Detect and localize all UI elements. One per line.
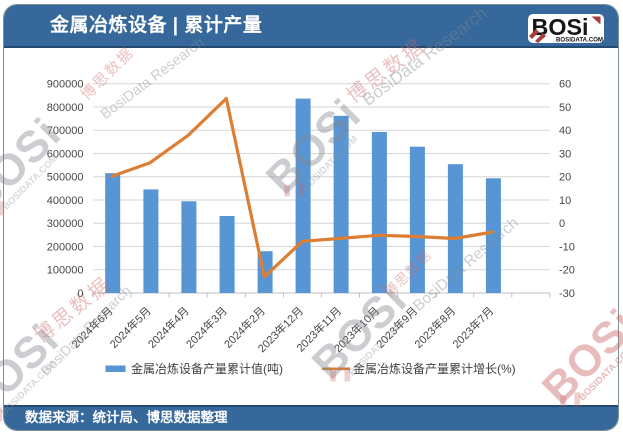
svg-text:600000: 600000 [47,148,84,160]
svg-text:20: 20 [559,172,571,184]
svg-text:2023年7月: 2023年7月 [449,304,496,351]
svg-text:400000: 400000 [47,195,84,207]
svg-text:-10: -10 [559,241,575,253]
svg-text:金属冶炼设备产量累计值(吨): 金属冶炼设备产量累计值(吨) [131,361,283,376]
svg-text:500000: 500000 [47,172,84,184]
svg-text:金属冶炼设备产量累计增长(%): 金属冶炼设备产量累计增长(%) [353,361,516,376]
svg-text:-30: -30 [559,288,575,300]
svg-text:60: 60 [559,79,571,91]
svg-text:300000: 300000 [47,218,84,230]
svg-text:700000: 700000 [47,125,84,137]
svg-text:40: 40 [559,125,571,137]
svg-text:0: 0 [77,288,83,300]
svg-text:10: 10 [559,195,571,207]
svg-text:-20: -20 [559,265,575,277]
svg-text:100000: 100000 [47,265,84,277]
svg-text:30: 30 [559,148,571,160]
svg-text:800000: 800000 [47,102,84,114]
svg-text:900000: 900000 [47,79,84,91]
svg-text:0: 0 [559,218,565,230]
svg-text:200000: 200000 [47,241,84,253]
svg-text:50: 50 [559,102,571,114]
svg-text:BOSIDATA.COM: BOSIDATA.COM [556,38,603,44]
